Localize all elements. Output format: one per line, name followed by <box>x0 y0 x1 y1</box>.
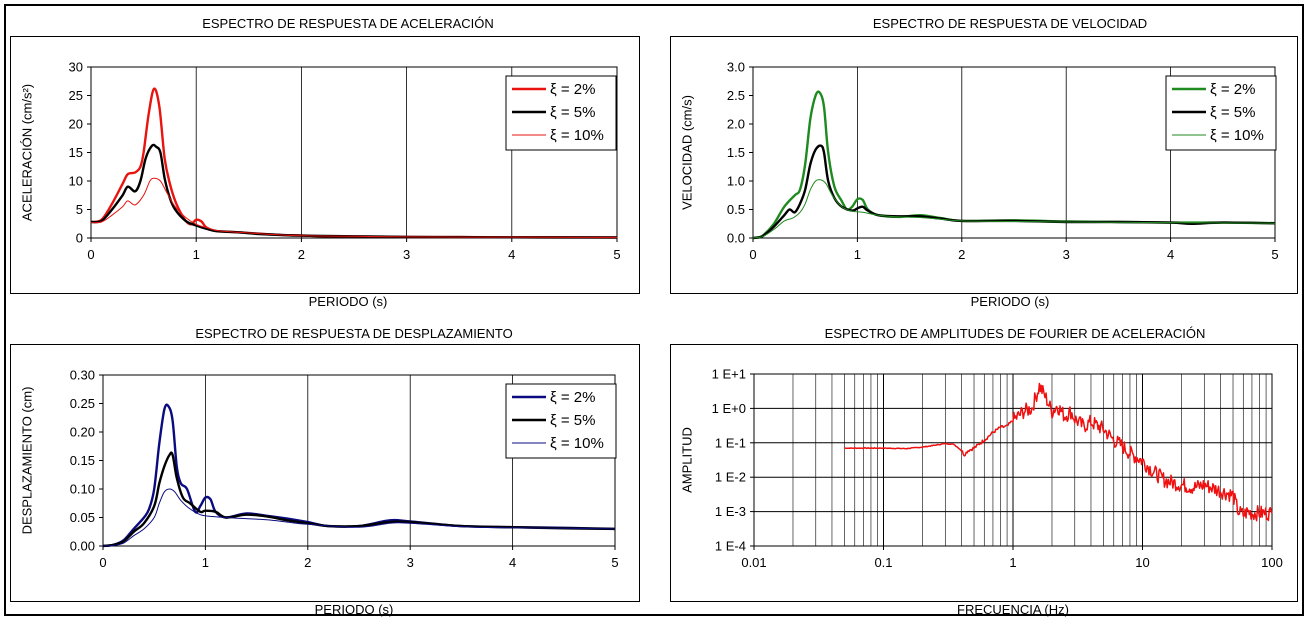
despl-series-0-line <box>102 403 616 548</box>
fourier-xtick-label: 1 <box>1009 555 1016 570</box>
accel-ytick-label: 0 <box>76 231 83 246</box>
fourier-series-group <box>844 382 1273 522</box>
accel-xlabel: PERIODO (s) <box>308 294 388 309</box>
fourier-series-0-line <box>844 382 1273 522</box>
veloc-series-group <box>752 90 1276 240</box>
accel-legend-label-0: ξ = 2% <box>550 81 596 98</box>
fourier-xtick-label: 100 <box>1261 555 1283 570</box>
despl-ylabel: DESPLAZAMIENTO (cm) <box>20 387 35 535</box>
despl-ytick-label: 0.05 <box>70 510 95 525</box>
veloc-legend-label-0: ξ = 2% <box>1210 81 1256 98</box>
accel-ytick-label: 10 <box>69 174 83 189</box>
fourier-ytick-label: 1 E+1 <box>712 367 746 382</box>
despl-ytick-label: 0.00 <box>70 539 95 554</box>
accel-xtick-label: 2 <box>298 247 305 262</box>
despl-series-2-line <box>102 488 616 547</box>
veloc-xtick-label: 1 <box>854 247 861 262</box>
accel-title: ESPECTRO DE RESPUESTA DE ACELERACIÓN <box>202 16 494 31</box>
fourier-ytick-label: 1 E-1 <box>715 435 746 450</box>
despl-legend: ξ = 2% ξ = 5% ξ = 10% <box>505 383 617 459</box>
despl-ytick-label: 0.15 <box>70 453 95 468</box>
fourier-xlabel: FRECUENCIA (Hz) <box>957 602 1069 617</box>
accel-series-1-line <box>90 143 618 239</box>
veloc-legend-label-1: ξ = 5% <box>1210 104 1256 121</box>
accel-legend-label-1: ξ = 5% <box>550 104 596 121</box>
despl-xtick-label: 0 <box>99 555 106 570</box>
veloc-chart: 0 1 2 3 4 5 0.0 0.5 1.0 1.5 2.0 2.5 3.0 VELOCIDAD (cm… <box>680 60 1279 263</box>
veloc-legend-label-2: ξ = 10% <box>1210 127 1264 144</box>
accel-xtick-label: 0 <box>87 247 94 262</box>
despl-xtick-label: 1 <box>202 555 209 570</box>
despl-title: ESPECTRO DE RESPUESTA DE DESPLAZAMIENTO <box>195 326 513 341</box>
veloc-xtick-label: 2 <box>958 247 965 262</box>
veloc-title: ESPECTRO DE RESPUESTA DE VELOCIDAD <box>872 16 1148 31</box>
veloc-ylabel: VELOCIDAD (cm/s) <box>680 95 695 210</box>
veloc-legend: ξ = 2% ξ = 5% ξ = 10% <box>1165 75 1277 151</box>
accel-legend: ξ = 2% ξ = 5% ξ = 10% <box>505 75 617 151</box>
despl-legend-label-2: ξ = 10% <box>550 435 604 452</box>
accel-xtick-label: 3 <box>403 247 410 262</box>
fourier-ytick-label: 1 E-3 <box>715 504 746 519</box>
despl-legend-label-1: ξ = 5% <box>550 412 596 429</box>
accel-ytick-label: 15 <box>69 145 83 160</box>
fourier-xtick-label: 0.01 <box>741 555 766 570</box>
despl-ytick-label: 0.30 <box>70 368 95 383</box>
despl-xtick-label: 4 <box>509 555 516 570</box>
accel-xtick-label: 4 <box>508 247 515 262</box>
accel-ytick-label: 5 <box>76 202 83 217</box>
veloc-xtick-label: 3 <box>1063 247 1070 262</box>
veloc-ytick-label: 2.5 <box>727 88 745 103</box>
despl-series-1-line <box>102 451 616 548</box>
accel-ylabel: ACELERACIÓN (cm/s²) <box>20 84 35 221</box>
despl-xtick-label: 2 <box>304 555 311 570</box>
veloc-xtick-label: 4 <box>1167 247 1174 262</box>
accel-series-2-line <box>90 177 618 238</box>
despl-ytick-label: 0.20 <box>70 425 95 440</box>
fourier-title: ESPECTRO DE AMPLITUDES DE FOURIER DE ACE… <box>824 326 1206 341</box>
fourier-ytick-label: 1 E-4 <box>715 539 746 554</box>
fourier-xtick-label: 10 <box>1135 555 1149 570</box>
veloc-series-1-line <box>752 144 1276 240</box>
accel-chart: 0 1 2 3 4 5 0 5 10 15 20 25 30 ACELERACIÓN (cm/s²) ξ =… <box>20 60 621 263</box>
veloc-series-2-line <box>752 179 1276 239</box>
despl-ytick-label: 0.25 <box>70 396 95 411</box>
veloc-ytick-label: 0.5 <box>727 202 745 217</box>
fourier-ytick-label: 1 E-2 <box>715 470 746 485</box>
despl-series-group <box>102 403 616 548</box>
accel-ytick-label: 30 <box>69 60 83 75</box>
veloc-ytick-label: 0.0 <box>727 231 745 246</box>
veloc-ytick-label: 1.0 <box>727 174 745 189</box>
veloc-xlabel: PERIODO (s) <box>970 294 1050 309</box>
fourier-ylabel: AMPLITUD <box>680 427 695 493</box>
despl-xtick-label: 5 <box>611 555 618 570</box>
despl-chart: 0 1 2 3 4 5 0.00 0.05 0.10 0.15 0.20 0.25 0.30 DESPLA… <box>20 368 619 571</box>
despl-xtick-label: 3 <box>407 555 414 570</box>
veloc-ytick-label: 2.0 <box>727 117 745 132</box>
accel-xtick-label: 5 <box>613 247 620 262</box>
accel-ytick-label: 25 <box>69 88 83 103</box>
fourier-xtick-label: 0.1 <box>874 555 892 570</box>
veloc-ytick-label: 1.5 <box>727 145 745 160</box>
veloc-xtick-label: 0 <box>749 247 756 262</box>
fourier-grid <box>753 373 1272 547</box>
veloc-xtick-label: 5 <box>1271 247 1278 262</box>
fourier-ytick-label: 1 E+0 <box>712 401 746 416</box>
accel-legend-label-2: ξ = 10% <box>550 127 604 144</box>
fourier-chart: 0.01 0.1 1 10 100 1 E-4 1 E-3 1 E-2 1 E-1 1 E+0 1 … <box>680 367 1283 571</box>
accel-xtick-label: 1 <box>193 247 200 262</box>
veloc-ytick-label: 3.0 <box>727 60 745 75</box>
accel-series-group <box>90 87 618 239</box>
despl-ytick-label: 0.10 <box>70 482 95 497</box>
despl-xlabel: PERIODO (s) <box>314 602 394 617</box>
accel-ytick-label: 20 <box>69 117 83 132</box>
despl-legend-label-0: ξ = 2% <box>550 389 596 406</box>
